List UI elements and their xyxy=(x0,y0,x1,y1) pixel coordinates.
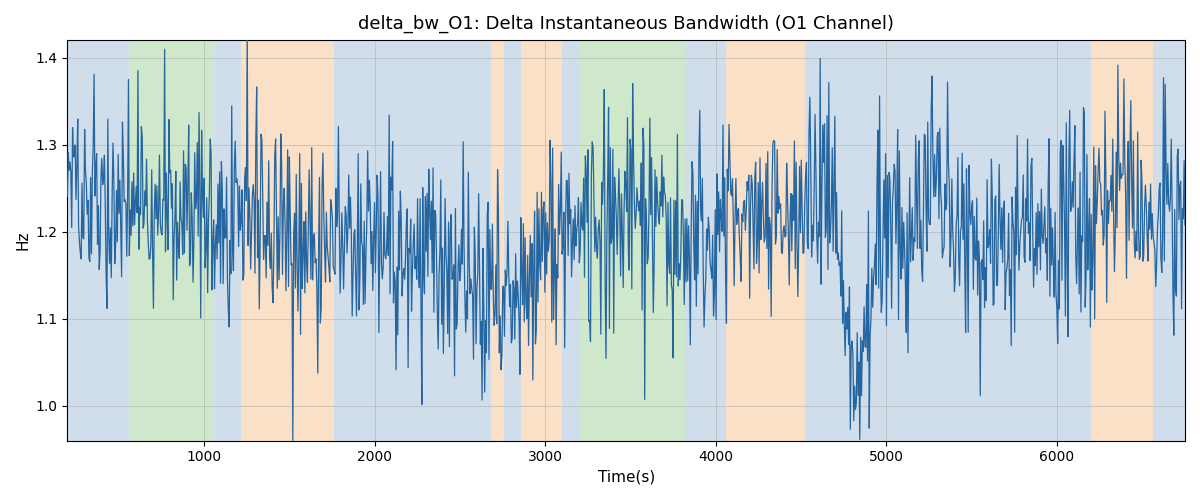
Bar xyxy=(563,40,580,440)
Bar xyxy=(67,40,128,440)
Bar xyxy=(1091,40,1152,440)
Title: delta_bw_O1: Delta Instantaneous Bandwidth (O1 Channel): delta_bw_O1: Delta Instantaneous Bandwid… xyxy=(359,15,894,34)
Bar xyxy=(128,40,214,440)
Bar xyxy=(726,40,804,440)
Bar xyxy=(491,40,504,440)
X-axis label: Time(s): Time(s) xyxy=(598,470,655,485)
Bar xyxy=(241,40,334,440)
Bar xyxy=(214,40,241,440)
Bar xyxy=(685,40,726,440)
Bar xyxy=(358,40,491,440)
Bar xyxy=(521,40,563,440)
Bar xyxy=(504,40,521,440)
Bar xyxy=(580,40,685,440)
Bar xyxy=(1078,40,1091,440)
Bar xyxy=(1152,40,1184,440)
Bar xyxy=(334,40,358,440)
Bar xyxy=(804,40,1078,440)
Y-axis label: Hz: Hz xyxy=(16,230,30,250)
